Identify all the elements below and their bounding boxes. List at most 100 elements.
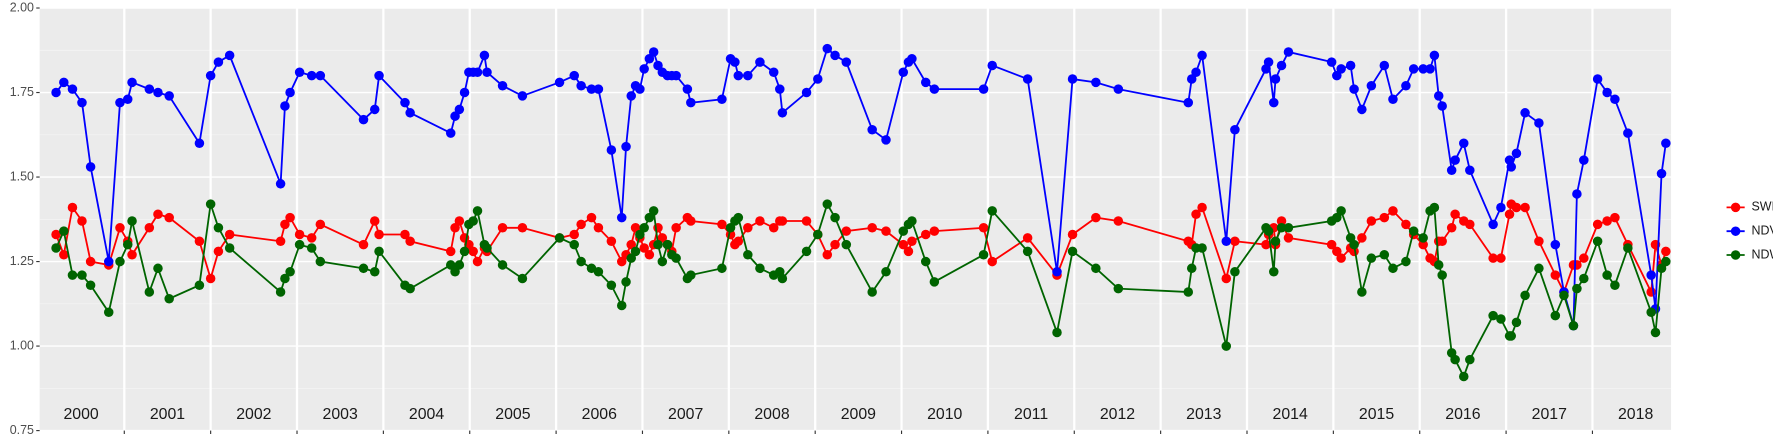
point	[51, 243, 61, 253]
point	[205, 199, 216, 209]
point	[85, 256, 96, 267]
point	[987, 206, 997, 216]
point	[801, 216, 812, 226]
point	[1186, 263, 1197, 274]
point	[103, 256, 114, 267]
point	[1401, 219, 1411, 230]
point	[280, 101, 290, 111]
point	[213, 246, 224, 257]
point	[122, 94, 133, 105]
point	[1418, 239, 1428, 250]
point	[224, 243, 235, 253]
point	[213, 57, 224, 67]
point	[1568, 321, 1579, 331]
point	[306, 233, 317, 243]
point	[907, 53, 917, 64]
year-label: 2009	[841, 406, 876, 423]
point	[653, 60, 663, 71]
point	[929, 277, 940, 287]
point	[1052, 266, 1062, 277]
point	[867, 222, 877, 233]
point	[1366, 216, 1377, 226]
point	[616, 300, 627, 311]
point	[686, 97, 696, 108]
point	[77, 97, 87, 108]
point	[194, 236, 205, 247]
point	[1550, 270, 1561, 280]
point	[639, 222, 649, 233]
point	[294, 67, 305, 78]
point	[285, 266, 295, 277]
point	[472, 206, 483, 216]
point	[459, 87, 470, 98]
point	[1357, 104, 1367, 115]
point	[482, 243, 492, 253]
point	[1401, 81, 1411, 91]
point	[978, 250, 989, 260]
point	[479, 50, 490, 61]
point	[830, 239, 840, 250]
point	[1186, 74, 1197, 84]
point	[1496, 314, 1506, 324]
point	[213, 222, 224, 233]
point	[657, 233, 668, 243]
point	[1022, 246, 1033, 257]
point	[67, 270, 78, 280]
point	[1520, 108, 1530, 118]
point	[569, 70, 579, 81]
point	[1592, 236, 1603, 247]
point	[606, 145, 617, 155]
y-tick-label: 1.25	[10, 254, 34, 268]
point	[621, 277, 631, 287]
point	[626, 91, 636, 101]
point	[606, 236, 617, 247]
point	[468, 216, 478, 226]
point	[127, 250, 137, 260]
y-tick-label: 2.00	[10, 0, 34, 14]
point	[1113, 283, 1124, 294]
point	[1091, 212, 1101, 223]
point	[755, 57, 765, 67]
point	[405, 108, 415, 118]
point	[144, 287, 155, 297]
year-label: 2018	[1618, 406, 1653, 423]
point	[1520, 202, 1530, 213]
point	[554, 77, 565, 88]
point	[671, 70, 681, 81]
point	[127, 216, 137, 226]
point	[517, 91, 528, 101]
point	[1623, 128, 1633, 138]
point	[153, 87, 163, 98]
point	[164, 212, 174, 223]
point	[1022, 233, 1033, 243]
legend-label: NDWI	[1751, 247, 1773, 261]
point	[576, 256, 586, 267]
point	[1534, 118, 1544, 128]
point	[644, 53, 655, 64]
point	[1437, 236, 1447, 247]
point	[657, 256, 668, 267]
year-label: 2015	[1359, 406, 1394, 423]
point	[1269, 97, 1279, 108]
point	[733, 212, 744, 223]
point	[725, 222, 736, 233]
point	[586, 212, 597, 223]
point	[103, 307, 114, 318]
point	[1646, 307, 1656, 318]
point	[920, 256, 931, 267]
year-label: 2002	[236, 406, 271, 423]
point	[1511, 202, 1522, 213]
y-tick-label: 1.00	[10, 338, 34, 352]
point	[907, 236, 917, 247]
point	[717, 219, 727, 230]
point	[127, 77, 137, 88]
point	[445, 246, 456, 257]
legend-key	[1730, 202, 1741, 213]
point	[358, 239, 369, 250]
point	[1496, 202, 1506, 213]
legend-key	[1730, 226, 1741, 236]
point	[1283, 222, 1294, 233]
point	[898, 67, 909, 78]
point	[768, 222, 779, 233]
